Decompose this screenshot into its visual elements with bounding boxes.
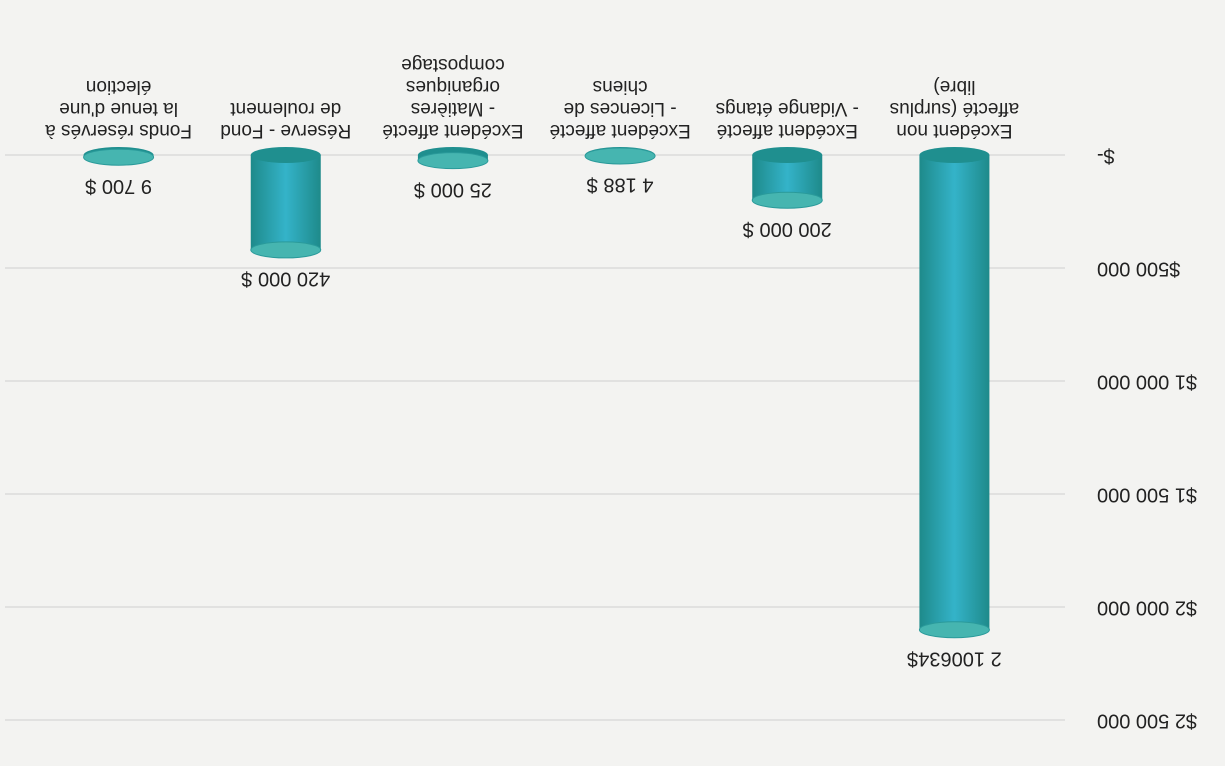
value-label: 200 000 $ (743, 218, 832, 240)
y-tick-label: $- (1097, 145, 1115, 167)
bar-cap (250, 241, 322, 259)
x-tick-label: Réserve - Fond de roulement (220, 98, 352, 141)
x-tick-label: Excédent affecté - Matières organiques c… (382, 54, 524, 141)
bar-base (752, 147, 823, 163)
y-tick-label: $500 000 (1097, 258, 1180, 280)
x-tick-label: Fonds réservés à la tenue d'une élection (45, 76, 192, 141)
x-tick-label-box: Excédent non affecté (surplus libre) (889, 76, 1020, 141)
rotated-photo: $- $500 000 $1 000 000 $1 500 000 $2 000 000… (5, 54, 1197, 732)
bar-cap (751, 191, 823, 209)
x-tick-label-box: Fonds réservés à la tenue d'une élection (45, 76, 192, 141)
y-tick-label: $1 500 000 (1097, 484, 1197, 506)
x-tick-label-box: Excédent affecté - Licences de chiens (549, 76, 691, 141)
bar-base (250, 147, 321, 163)
value-label: 2 100634$ (907, 647, 1002, 669)
value-label: 9 700 $ (85, 175, 152, 197)
x-tick-label-box: Excédent affecté - Vidange étangs (715, 98, 859, 141)
y-tick-label: $1 000 000 (1097, 371, 1197, 393)
value-label: 4 188 $ (587, 174, 654, 196)
y-tick-label: $2 500 000 (1097, 710, 1197, 732)
x-tick-label: Excédent affecté - Vidange étangs (715, 98, 859, 141)
bar-base (919, 147, 990, 163)
x-tick-label: Excédent affecté - Licences de chiens (549, 76, 691, 141)
bar-cap (417, 152, 489, 170)
bar (250, 155, 321, 250)
value-label: 25 000 $ (414, 178, 492, 200)
x-tick-label-box: Réserve - Fond de roulement (220, 98, 352, 141)
x-tick-label: Excédent non affecté (surplus libre) (889, 76, 1020, 141)
y-tick-label: $2 000 000 (1097, 597, 1197, 619)
bar (919, 155, 990, 630)
bar-cap (918, 621, 990, 639)
value-label: 420 000 $ (241, 268, 330, 290)
bar-cap (83, 148, 155, 166)
x-tick-label-box: Excédent affecté - Matières organiques c… (382, 54, 524, 141)
bar-cap (584, 147, 656, 165)
